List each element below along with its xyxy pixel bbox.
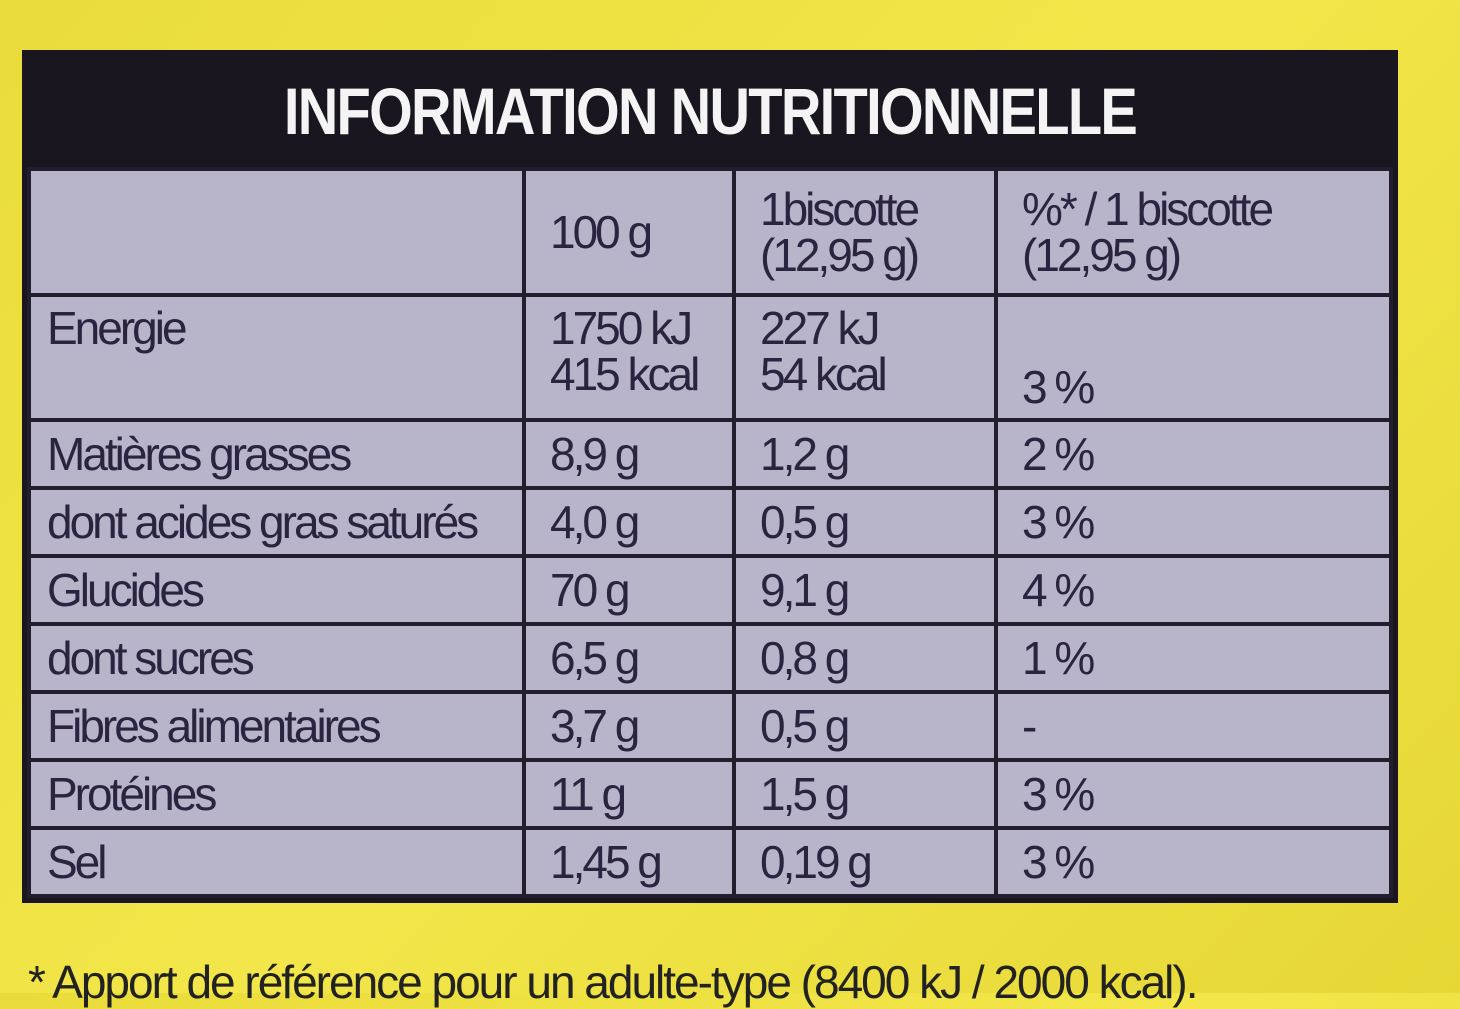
footnote: * Apport de référence pour un adulte-typ… (28, 956, 1198, 1008)
value-cell: 1,45 g (522, 826, 736, 898)
cell-line: 1,5 g (760, 768, 850, 820)
title: INFORMATION NUTRITIONNELLE (283, 74, 1138, 148)
cell-line: 3,7 g (550, 700, 640, 752)
cell-line: 1 % (1022, 632, 1095, 684)
table-row: Matières grasses 8,9 g 1,2 g 2 % (27, 418, 1393, 490)
cell-line: 0,19 g (760, 836, 873, 888)
table-row: Energie 1750 kJ 415 kcal 227 kJ 54 kcal 3 % (27, 293, 1393, 422)
row-label: Glucides (27, 554, 526, 626)
value-cell: 0,5 g (732, 690, 998, 762)
header-cell: 1biscotte (12,95 g) (732, 167, 998, 297)
cell-line: 1,2 g (760, 428, 850, 480)
row-label: Sel (27, 826, 526, 898)
value-cell: 0,8 g (732, 622, 998, 694)
value-cell: 4,0 g (522, 486, 736, 558)
table-row: Glucides 70 g 9,1 g 4 % (27, 554, 1393, 626)
value-cell: 2 % (994, 418, 1393, 490)
cell-line: - (1022, 700, 1037, 752)
value-cell: - (994, 690, 1393, 762)
cell-line: 8,9 g (550, 428, 640, 480)
value-cell: 1,2 g (732, 418, 998, 490)
cell-line: 3 % (1022, 361, 1095, 413)
value-cell: 1750 kJ 415 kcal (522, 293, 736, 422)
cell-line: (12,95 g) (760, 229, 920, 281)
cell-line: 70 g (550, 564, 631, 616)
value-cell: 3 % (994, 486, 1393, 558)
cell-line: 9,1 g (760, 564, 850, 616)
value-cell: 4 % (994, 554, 1393, 626)
cell-line: 2 % (1022, 428, 1095, 480)
cell-line: 54 kcal (760, 348, 888, 400)
row-label: Matières grasses (27, 418, 526, 490)
value-cell: 3,7 g (522, 690, 736, 762)
header-cell: %* / 1 biscotte (12,95 g) (994, 167, 1393, 297)
row-label: dont sucres (27, 622, 526, 694)
cell-line: 415 kcal (550, 348, 700, 400)
value-cell: 0,19 g (732, 826, 998, 898)
row-label: Protéines (27, 758, 526, 830)
cell-line: 1biscotte (760, 183, 920, 235)
cell-line: 4,0 g (550, 496, 640, 548)
cell-line: 100 g (550, 206, 653, 258)
cell-line: %* / 1 biscotte (1022, 183, 1274, 235)
table-row: Sel 1,45 g 0,19 g 3 % (27, 826, 1393, 898)
header-cell: 100 g (522, 167, 736, 297)
header-row: 100 g 1biscotte (12,95 g) %* / 1 biscotte (1… (27, 167, 1393, 297)
cell-line: 3 % (1022, 496, 1095, 548)
value-cell: 1,5 g (732, 758, 998, 830)
cell-line: 3 % (1022, 768, 1095, 820)
cell-line: 0,8 g (760, 632, 850, 684)
header-cell (27, 167, 526, 297)
cell-line: 3 % (1022, 836, 1095, 888)
value-cell: 6,5 g (522, 622, 736, 694)
table-row: Protéines 11 g 1,5 g 3 % (27, 758, 1393, 830)
value-cell: 11 g (522, 758, 736, 830)
cell-line: 11 g (550, 768, 627, 820)
table-row: dont acides gras saturés 4,0 g 0,5 g 3 % (27, 486, 1393, 558)
row-label: Energie (27, 293, 526, 422)
value-cell: 3 % (994, 826, 1393, 898)
cell-line: (12,95 g) (1022, 229, 1182, 281)
table-row: dont sucres 6,5 g 0,8 g 1 % (27, 622, 1393, 694)
cell-line: 1750 kJ (550, 302, 693, 354)
cell-line: 0,5 g (760, 700, 850, 752)
value-cell: 3 % (994, 758, 1393, 830)
value-cell: 227 kJ 54 kcal (732, 293, 998, 422)
value-cell: 9,1 g (732, 554, 998, 626)
cell-line: 6,5 g (550, 632, 640, 684)
value-cell: 0,5 g (732, 486, 998, 558)
table-row: Fibres alimentaires 3,7 g 0,5 g - (27, 690, 1393, 762)
value-cell: 8,9 g (522, 418, 736, 490)
cell-line: 227 kJ (760, 302, 881, 354)
nutrition-table: 100 g 1biscotte (12,95 g) %* / 1 biscotte (1… (27, 167, 1393, 898)
cell-line: 0,5 g (760, 496, 850, 548)
cell-line: 1,45 g (550, 836, 663, 888)
cell-line: 4 % (1022, 564, 1095, 616)
row-label: dont acides gras saturés (27, 486, 526, 558)
value-cell: 3 % (994, 293, 1393, 422)
row-label: Fibres alimentaires (27, 690, 526, 762)
nutrition-label: INFORMATION NUTRITIONNELLE 100 g 1biscott… (22, 50, 1398, 903)
value-cell: 1 % (994, 622, 1393, 694)
value-cell: 70 g (522, 554, 736, 626)
